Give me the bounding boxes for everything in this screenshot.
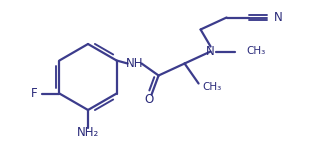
Text: F: F — [31, 87, 38, 100]
Text: NH₂: NH₂ — [77, 125, 99, 138]
Text: CH₃: CH₃ — [203, 81, 222, 92]
Text: N: N — [274, 11, 282, 24]
Text: CH₃: CH₃ — [247, 46, 266, 57]
Text: N: N — [206, 45, 215, 58]
Text: O: O — [144, 93, 153, 106]
Text: NH: NH — [126, 57, 143, 70]
